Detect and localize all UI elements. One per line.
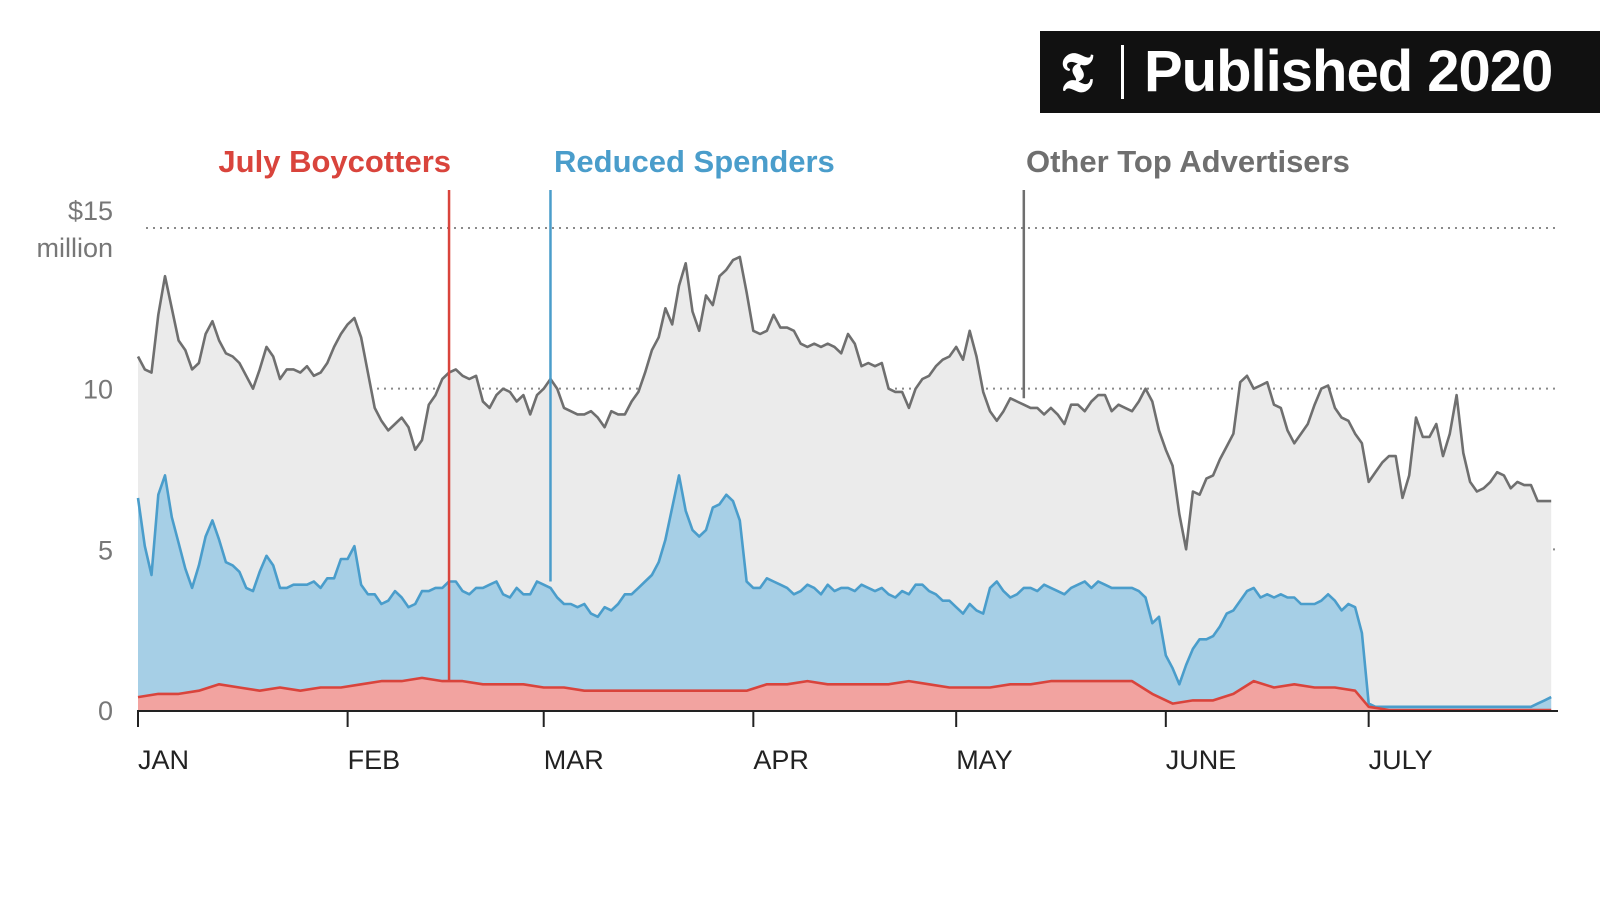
other-top-advertisers-line [136,255,1552,551]
y-tick-label: 10 [83,375,113,405]
published-badge: 𝕿 Published 2020 [1040,31,1600,113]
july-boycotters-label: July Boycotters [218,144,451,179]
x-tick-label-may: MAY [956,745,1013,775]
y-tick-label: $15 [68,196,113,226]
published-text: Published 2020 [1144,39,1553,104]
reduced-spenders-line [136,474,1552,709]
y-tick-label: 0 [98,696,113,726]
y-tick-sublabel: million [36,233,113,263]
reduced-spenders-area [138,475,1552,710]
y-tick-label: 5 [98,535,113,565]
area-series [136,255,1552,712]
nyt-logo-icon: 𝕿 [1060,40,1094,104]
reduced-spenders-label: Reduced Spenders [554,144,835,179]
series-labels: Other Top Advertisers Reduced Spenders Jul… [218,144,1350,682]
badge-separator [1121,45,1124,99]
july-boycotters-line [137,676,1552,712]
other-top-advertisers-label: Other Top Advertisers [1026,144,1350,179]
axes: 0 5 10 $15 million JAN FEB MAR APR MAY JUNE JULY [36,196,1558,775]
x-tick-label-june: JUNE [1166,745,1237,775]
x-tick-label-jan: JAN [138,745,189,775]
x-tick-label-july: JULY [1369,745,1433,775]
x-tick-label-apr: APR [753,745,809,775]
july-boycotters-area [138,677,1552,710]
x-tick-label-mar: MAR [544,745,604,775]
x-tick-label-feb: FEB [348,745,401,775]
